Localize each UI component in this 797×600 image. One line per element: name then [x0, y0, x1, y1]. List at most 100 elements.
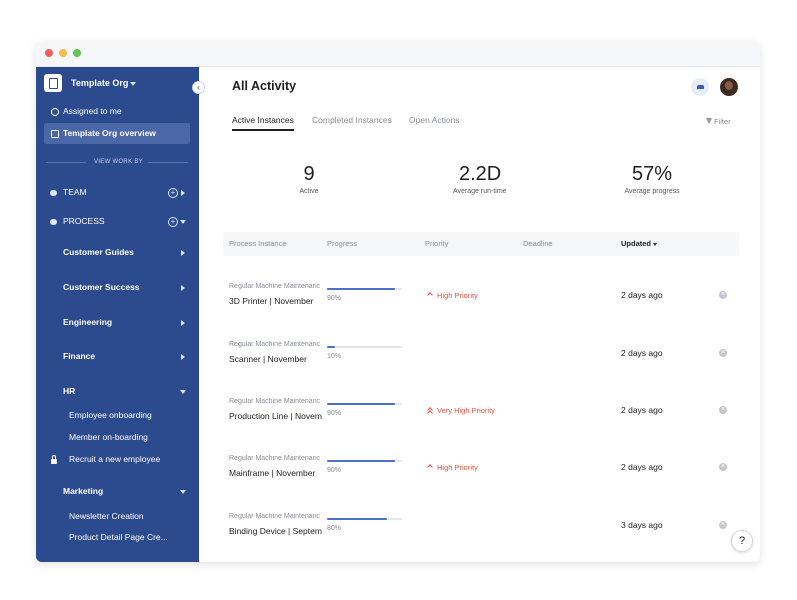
filter-icon — [706, 118, 712, 124]
nav-icon — [51, 108, 59, 116]
dismiss-button[interactable]: × — [719, 349, 727, 357]
updated: 3 days ago — [621, 520, 663, 531]
instance-name[interactable]: Mainframe | November — [229, 469, 316, 478]
progress-label: 10% — [327, 353, 342, 361]
dismiss-button[interactable]: × — [719, 291, 727, 299]
sidebar-item[interactable]: Product Detail Page Cre... — [69, 532, 168, 543]
workspace-avatar-glyph — [697, 85, 704, 89]
collapse-caret — [181, 250, 185, 256]
column-header[interactable]: Progress — [327, 238, 358, 248]
column-header[interactable]: Deadline — [523, 238, 553, 248]
stat-value: 9 — [303, 163, 315, 185]
updated: 2 days ago — [621, 405, 663, 416]
collapse-caret — [181, 354, 185, 360]
tab[interactable]: Open Actions — [409, 115, 460, 126]
add-button[interactable]: + — [168, 217, 178, 227]
priority: Very High Priority — [437, 405, 495, 415]
column-header[interactable]: Updated — [621, 238, 651, 248]
lock-body — [51, 459, 57, 464]
process-name: Regular Machine Maintenanc — [229, 398, 321, 405]
user-avatar-face — [725, 81, 733, 90]
group-label[interactable]: PROCESS — [63, 216, 105, 227]
tab-underline — [232, 129, 294, 131]
group-icon — [50, 190, 57, 196]
dismiss-button[interactable]: × — [719, 521, 727, 529]
sort-caret — [653, 243, 657, 246]
column-header[interactable]: Process Instance — [229, 238, 287, 248]
sidebar-item[interactable]: Newsletter Creation — [69, 511, 144, 522]
dismiss-button[interactable]: × — [719, 463, 727, 471]
add-button[interactable]: + — [168, 188, 178, 198]
process-name: Regular Machine Maintenanc — [229, 341, 321, 348]
dismiss-button[interactable]: × — [719, 406, 727, 414]
instance-name[interactable]: 3D Printer | November — [229, 297, 314, 306]
nav-item[interactable]: Assigned to me — [63, 106, 122, 117]
group-label[interactable]: TEAM — [63, 187, 87, 198]
sidebar-item[interactable]: Recruit a new employee — [69, 454, 161, 465]
progress-bar — [327, 460, 395, 462]
help-button[interactable]: ? — [731, 530, 753, 552]
progress-bar — [327, 518, 387, 520]
stat-value: 57% — [632, 163, 673, 185]
close-dot[interactable] — [45, 49, 53, 57]
section-line — [46, 162, 86, 163]
progress-label: 90% — [327, 295, 342, 303]
progress-track — [327, 346, 402, 348]
title-bar — [36, 42, 760, 67]
collapse-button[interactable]: ‹ — [192, 81, 205, 94]
nav-icon — [51, 130, 59, 138]
progress-bar — [327, 288, 395, 290]
expand-caret — [180, 490, 186, 494]
progress-bar — [327, 346, 335, 348]
sidebar-bg — [36, 67, 199, 562]
zoom-dot[interactable] — [73, 49, 81, 57]
updated: 2 days ago — [621, 290, 663, 301]
instance-name[interactable]: Binding Device | Septeml — [229, 527, 322, 536]
sidebar-item[interactable]: HR — [63, 386, 76, 397]
priority: High Priority — [437, 462, 478, 472]
progress-label: 80% — [327, 525, 342, 533]
process-name: Regular Machine Maintenanc — [229, 513, 321, 520]
process-name: Regular Machine Maintenanc — [229, 455, 321, 462]
stat-label: Average progress — [624, 188, 680, 196]
sidebar-item[interactable]: Engineering — [63, 317, 113, 328]
progress-label: 90% — [327, 410, 342, 418]
expand-caret — [180, 390, 186, 394]
nav-item[interactable]: Template Org overview — [63, 128, 156, 139]
stat-label: Average run-time — [453, 188, 507, 196]
group-icon — [50, 219, 57, 225]
tab[interactable]: Active Instances — [232, 115, 294, 126]
sidebar-item[interactable]: Employee onboarding — [69, 410, 152, 421]
stat-label: Active — [299, 188, 319, 196]
sidebar-item[interactable]: Member on-boarding — [69, 432, 148, 443]
filter-button[interactable]: Filter — [714, 116, 731, 126]
tab[interactable]: Completed Instances — [312, 115, 392, 126]
progress-bar — [327, 403, 395, 405]
process-name: Regular Machine Maintenanc — [229, 283, 321, 290]
expand-caret — [180, 220, 186, 224]
sidebar-item[interactable]: Finance — [63, 351, 96, 362]
sidebar-item[interactable]: Customer Guides — [63, 247, 134, 258]
nav-highlight — [44, 123, 190, 144]
stat-value: 2.2D — [459, 163, 502, 185]
sidebar-item[interactable]: Marketing — [63, 486, 104, 497]
sidebar-item[interactable]: Customer Success — [63, 282, 140, 293]
org-icon-glyph — [49, 78, 58, 89]
instance-name[interactable]: Production Line | Novem — [229, 412, 322, 421]
lock-shackle — [52, 455, 56, 459]
table-header — [223, 232, 739, 256]
org-name[interactable]: Template Org — [71, 78, 129, 89]
column-header[interactable]: Priority — [425, 238, 449, 248]
priority: High Priority — [437, 290, 478, 300]
progress-label: 90% — [327, 467, 342, 475]
instance-name[interactable]: Scanner | November — [229, 355, 307, 364]
main-panel — [199, 67, 760, 562]
collapse-caret — [181, 285, 185, 291]
org-caret — [130, 82, 136, 86]
collapse-caret — [181, 320, 185, 326]
collapse-caret — [181, 190, 185, 196]
updated: 2 days ago — [621, 462, 663, 473]
page-title: All Activity — [232, 79, 297, 94]
updated: 2 days ago — [621, 348, 663, 359]
minimize-dot[interactable] — [59, 49, 67, 57]
